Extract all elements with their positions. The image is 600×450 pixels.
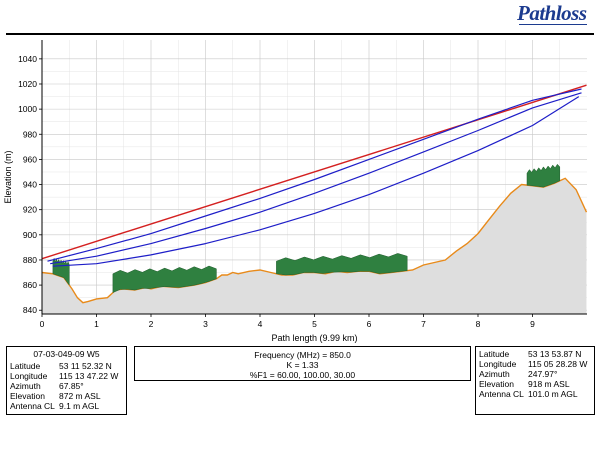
x-axis-label: Path length (9.99 km) (271, 333, 357, 343)
site-a-name: 07-03-049-09 W5 (33, 349, 100, 359)
elevation-profile-chart: 840 860 880 900 920 940 960 980 1000 1020 1040 0 1 2 3… (3, 40, 588, 343)
x-tick-label: 4 (258, 319, 263, 329)
y-tick-label: 840 (23, 305, 37, 315)
site-b-longitude: Longitude 115 05 28.28 W (479, 359, 588, 369)
terrain-fill (42, 178, 587, 314)
tree-cover (52, 163, 561, 293)
fresnel-ray (47, 88, 582, 262)
y-tick-label: 920 (23, 205, 37, 215)
ray-lines (41, 84, 587, 267)
y-axis-label: Elevation (m) (3, 150, 13, 203)
site-a-antenna-cl: Antenna CL 9.1 m AGL (10, 401, 100, 411)
y-tick-label: 940 (23, 180, 37, 190)
site-a-info: 07-03-049-09 W5 Latitude 53 11 52.32 N Lo… (6, 346, 127, 415)
link-parameters: Frequency (MHz) = 850.0 K = 1.33 %F1 = 6… (134, 346, 471, 381)
x-tick-label: 7 (421, 319, 426, 329)
tree-segment (276, 253, 408, 276)
y-tick-label: 860 (23, 280, 37, 290)
site-a-elevation: Elevation 872 m ASL (10, 391, 101, 401)
x-tick-label: 1 (94, 319, 99, 329)
pathloss-logo: Pathloss (517, 1, 587, 25)
site-b-azimuth: Azimuth 247.97° (479, 369, 558, 379)
site-a-latitude: Latitude 53 11 52.32 N (10, 361, 112, 371)
fresnel-ray (52, 96, 580, 267)
fresnel-percent-text: %F1 = 60.00, 100.00, 30.00 (249, 370, 356, 380)
y-tick-label: 1040 (18, 54, 37, 64)
frequency-text: Frequency (MHz) = 850.0 (254, 350, 351, 360)
fresnel-ray (50, 92, 582, 265)
y-tick-label: 1020 (18, 79, 37, 89)
site-b-latitude: Latitude 53 13 53.87 N (479, 349, 582, 359)
header-divider (6, 33, 594, 35)
site-a-longitude: Longitude 115 13 47.22 W (10, 371, 119, 381)
x-tick-label: 8 (476, 319, 481, 329)
site-b-elevation: Elevation 918 m ASL (479, 379, 570, 389)
y-tick-label: 880 (23, 255, 37, 265)
x-tick-label: 9 (530, 319, 535, 329)
y-tick-label: 960 (23, 154, 37, 164)
tree-segment (526, 163, 561, 188)
site-a-azimuth: Azimuth 67.85° (10, 381, 84, 391)
x-tick-label: 3 (203, 319, 208, 329)
y-tick-label: 980 (23, 129, 37, 139)
line-of-sight (41, 84, 587, 260)
x-tick-label: 2 (149, 319, 154, 329)
axes: 840 860 880 900 920 940 960 980 1000 1020 1040 0 1 2 3… (18, 40, 587, 329)
site-b-info: Latitude 53 13 53.87 N Longitude 115 05 28… (475, 346, 595, 415)
tree-segment (112, 265, 217, 293)
site-b-antenna-cl: Antenna CL 101.0 m AGL (479, 389, 578, 399)
x-tick-label: 6 (367, 319, 372, 329)
x-tick-label: 5 (312, 319, 317, 329)
x-tick-label: 0 (40, 319, 45, 329)
y-tick-label: 900 (23, 230, 37, 240)
k-factor-text: K = 1.33 (286, 360, 319, 370)
y-tick-label: 1000 (18, 104, 37, 114)
